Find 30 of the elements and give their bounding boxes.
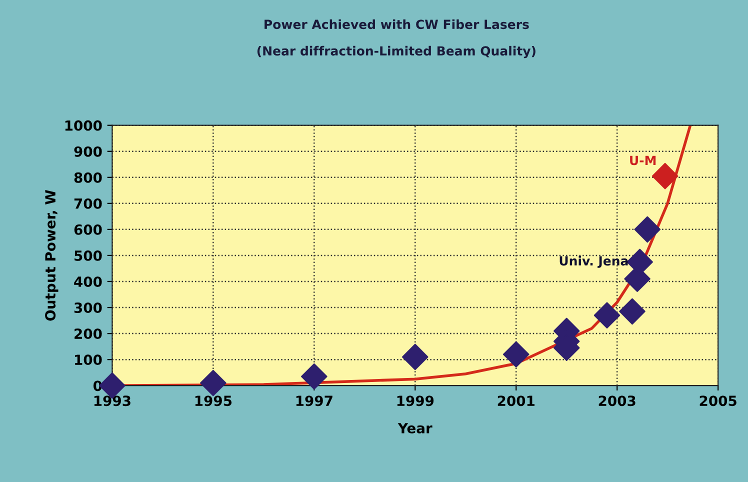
point — [619, 298, 646, 325]
y-tick-label: 500 — [74, 250, 102, 261]
annotation: Univ. Jena — [560, 256, 628, 268]
x-tick-label: 1993 — [94, 396, 130, 406]
point — [301, 363, 328, 390]
y-tick-label: 700 — [74, 198, 102, 209]
y-tick-label: 200 — [74, 328, 102, 340]
y-tick-label: 300 — [74, 302, 102, 313]
x-tick-label: 1997 — [296, 396, 332, 406]
point — [402, 344, 428, 370]
chart-subtitle: (Near diffraction-Limited Beam Quality) — [257, 46, 536, 58]
x-tick-label: 1999 — [397, 396, 434, 406]
point — [200, 370, 226, 396]
chart-title: Power Achieved with CW Fiber Lasers — [264, 19, 529, 30]
point — [634, 216, 661, 243]
y-tick-label: 900 — [74, 146, 102, 157]
y-tick-label: 800 — [74, 172, 102, 183]
y-tick-label: 400 — [74, 276, 102, 287]
x-tick-label: 2001 — [498, 396, 534, 406]
x-tick-label: 2005 — [700, 396, 736, 406]
x-axis-title: Year — [398, 423, 432, 434]
y-tick-label: 100 — [75, 354, 102, 366]
point — [594, 302, 620, 328]
series-label: U-M — [630, 156, 656, 166]
y-tick-label: 600 — [74, 224, 102, 235]
point — [502, 341, 530, 368]
x-tick-label: 2003 — [598, 396, 636, 406]
y-axis-title: Output Power, W — [45, 190, 58, 321]
y-tick-label: 1000 — [65, 120, 102, 131]
x-tick-label: 1995 — [195, 396, 232, 406]
